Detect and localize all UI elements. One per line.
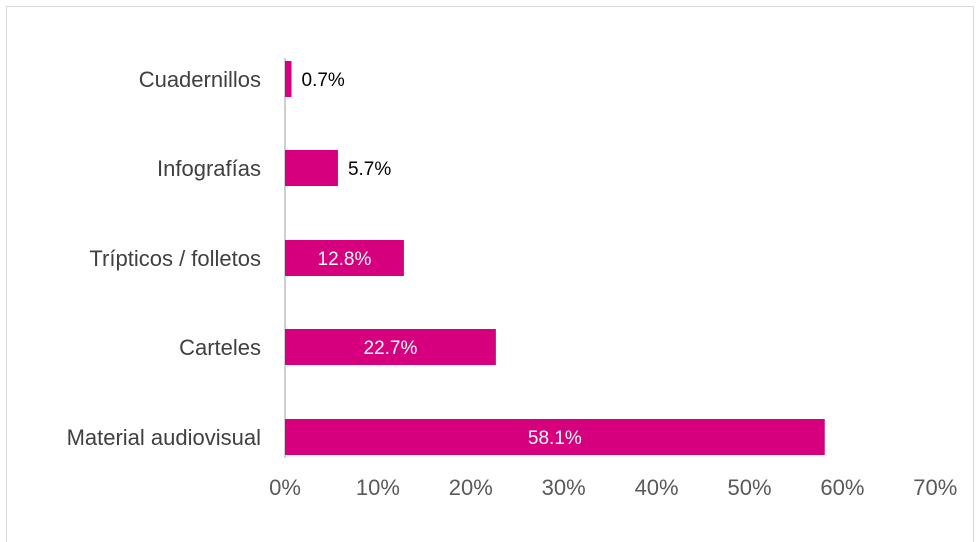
data-label: 12.8% <box>318 249 372 270</box>
data-label: 5.7% <box>348 159 391 180</box>
x-tick-label: 40% <box>635 475 679 500</box>
category-label: Material audiovisual <box>67 425 261 450</box>
data-label: 58.1% <box>528 428 582 449</box>
category-label: Carteles <box>179 335 261 360</box>
category-label: Infografías <box>157 156 261 181</box>
bar <box>285 329 496 365</box>
category-label: Trípticos / folletos <box>89 246 261 271</box>
bar <box>285 61 292 97</box>
x-tick-label: 30% <box>542 475 586 500</box>
data-label: 22.7% <box>364 338 418 359</box>
x-tick-label: 50% <box>727 475 771 500</box>
bar <box>285 419 825 455</box>
x-tick-label: 0% <box>269 475 301 500</box>
x-tick-label: 60% <box>820 475 864 500</box>
category-label: Cuadernillos <box>139 67 261 92</box>
bar <box>285 150 338 186</box>
x-tick-label: 20% <box>449 475 493 500</box>
x-tick-label: 70% <box>913 475 957 500</box>
bar <box>285 240 404 276</box>
x-tick-label: 10% <box>356 475 400 500</box>
data-label: 0.7% <box>302 70 345 91</box>
